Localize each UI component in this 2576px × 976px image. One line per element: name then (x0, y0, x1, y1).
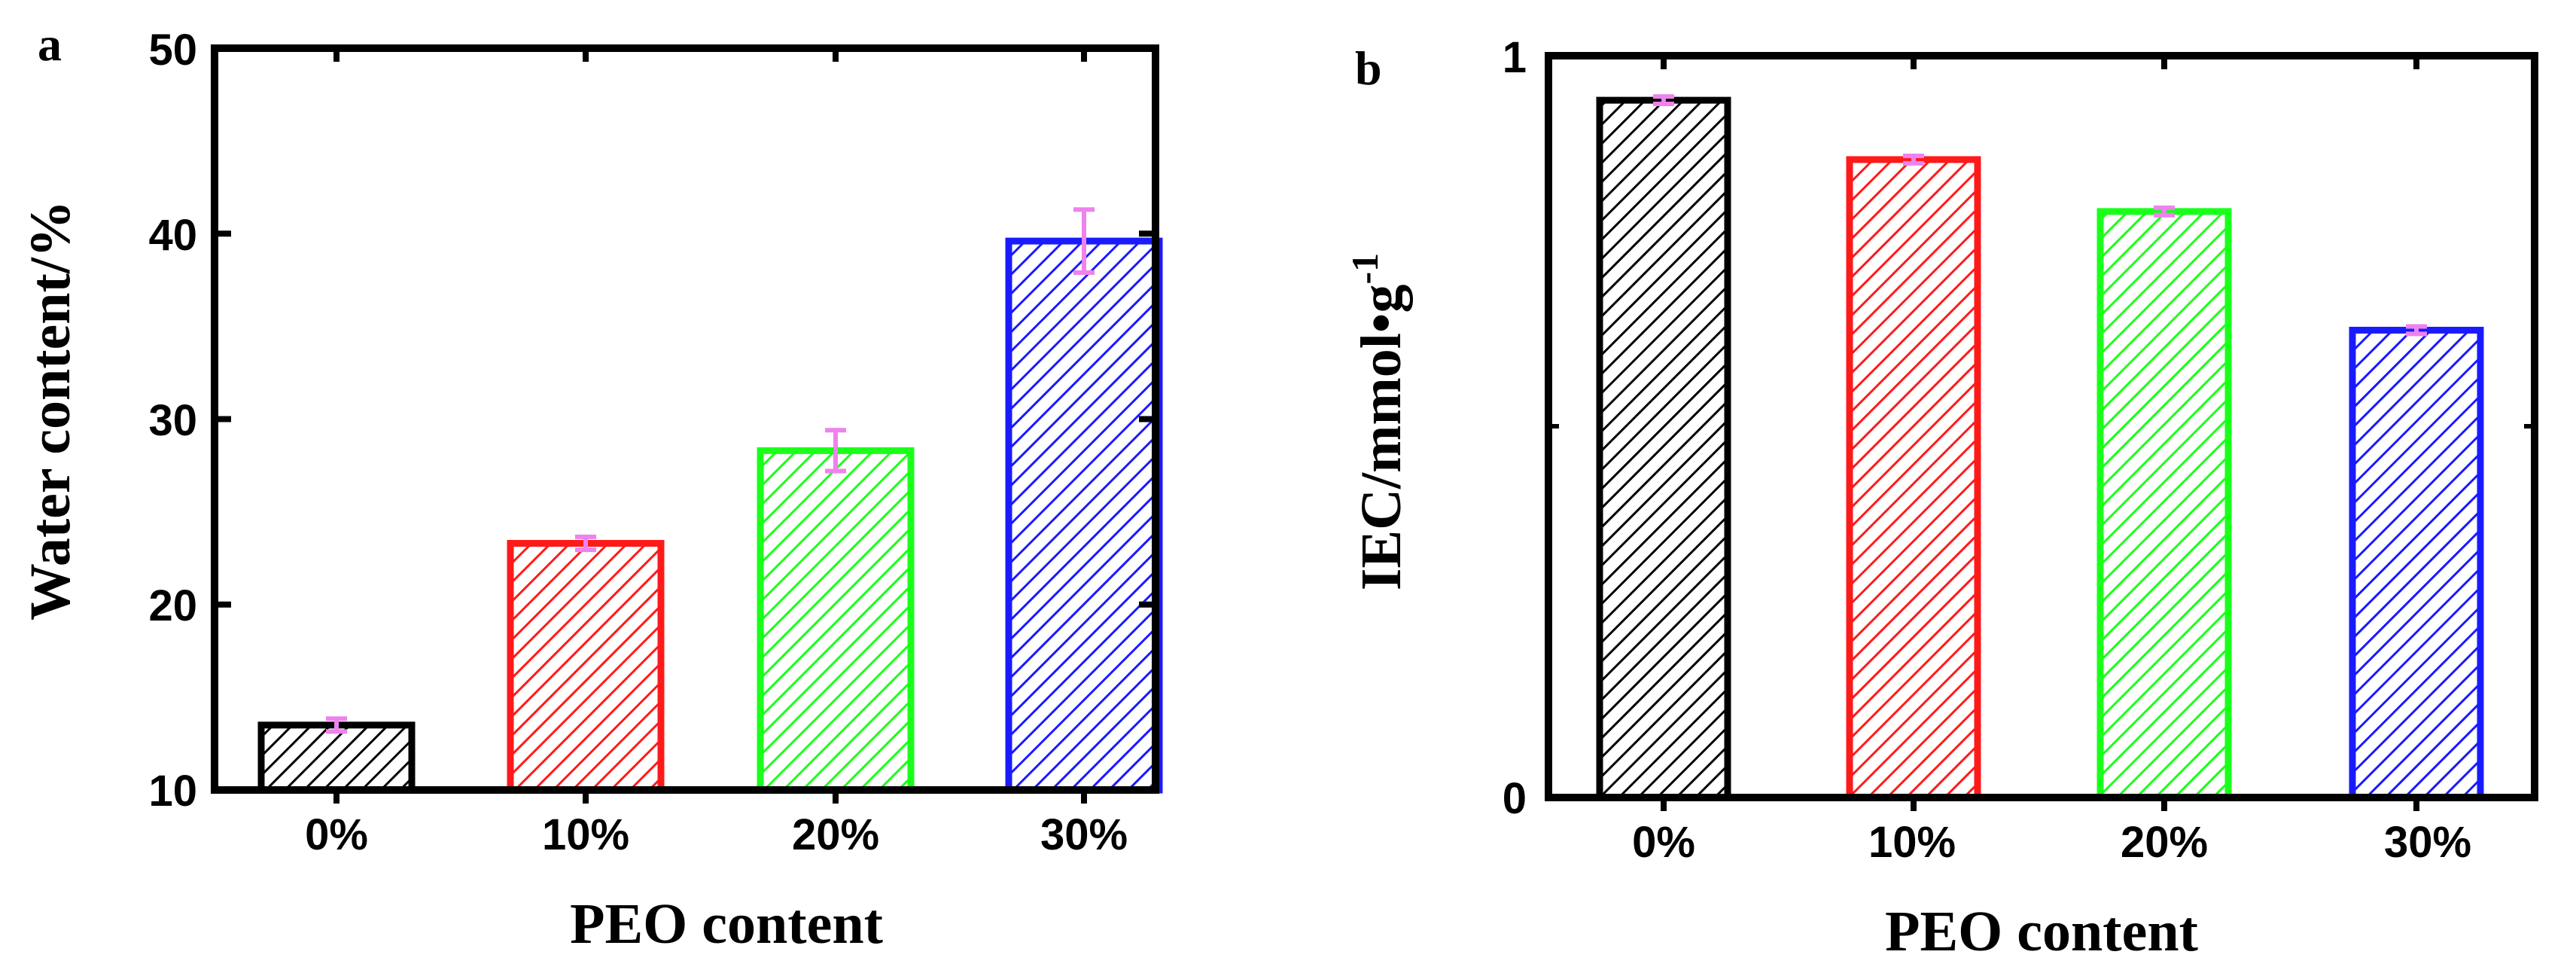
panel-b-bars (1596, 96, 2484, 801)
panel-b-ticks (1548, 53, 2535, 811)
panel-a-y-tick-label: 50 (148, 26, 197, 75)
panel-a-label: a (38, 17, 62, 71)
panel-a-x-tick-label: 10% (542, 810, 629, 859)
panel-a-x-tick-label: 20% (792, 810, 879, 859)
panel-b-x-tick-label: 10% (1868, 818, 1956, 867)
panel-a-y-axis-title: Water content/% (19, 200, 82, 621)
panel-a-y-tick-label: 40 (148, 211, 197, 260)
panel-b-x-tick-labels: 0% 10% 20% 30% (1632, 818, 2471, 867)
panel-b-y-axis-title-main: IEC/mmol•g (1350, 285, 1413, 591)
panel-a-bars (257, 237, 1163, 794)
panel-a-y-tick-labels: 10 20 30 40 50 (148, 26, 197, 816)
panel-a-y-tick-label: 30 (148, 396, 197, 445)
panel-b-error-bars (1653, 94, 2427, 337)
panel-b-x-tick-label: 30% (2384, 818, 2471, 867)
panel-b-y-axis-title: IEC/mmol•g-1 (1344, 253, 1413, 590)
panel-a: a 10 20 30 40 50 0% 10% 20% 30% PEO cont… (19, 17, 1163, 956)
bar-10pct (507, 539, 665, 794)
panel-b-label: b (1355, 41, 1382, 95)
panel-a-x-tick-labels: 0% 10% 20% 30% (305, 810, 1128, 859)
bar-0pct (1596, 96, 1731, 801)
panel-b-y-axis-title-superscript: -1 (1344, 253, 1386, 285)
panel-b-x-axis-title: PEO content (1885, 900, 2198, 963)
panel-a-ticks (215, 45, 1156, 804)
panel-a-y-tick-label: 20 (148, 581, 197, 630)
panel-b: b 0 1 0% 10% 20% 30% PEO content IEC/mmo… (1344, 33, 2538, 963)
bar-20pct (2096, 208, 2232, 801)
panel-b-x-tick-label: 20% (2121, 818, 2208, 867)
panel-b-x-tick-label: 0% (1632, 818, 1695, 867)
bar-30pct (2349, 326, 2484, 801)
bar-10pct (1846, 156, 1981, 801)
bar-20pct (757, 447, 915, 794)
panel-a-x-tick-label: 0% (305, 810, 368, 859)
panel-b-y-tick-labels: 0 1 (1503, 33, 1527, 823)
panel-a-x-tick-label: 30% (1040, 810, 1128, 859)
panel-b-y-tick-label: 0 (1503, 774, 1527, 823)
panel-a-x-axis-title: PEO content (570, 892, 883, 956)
panel-b-y-tick-label: 1 (1503, 33, 1527, 82)
bar-30pct (1005, 237, 1163, 794)
panel-a-y-tick-label: 10 (148, 767, 197, 816)
bar-0pct (257, 721, 416, 794)
panel-a-error-bars (326, 207, 1095, 734)
